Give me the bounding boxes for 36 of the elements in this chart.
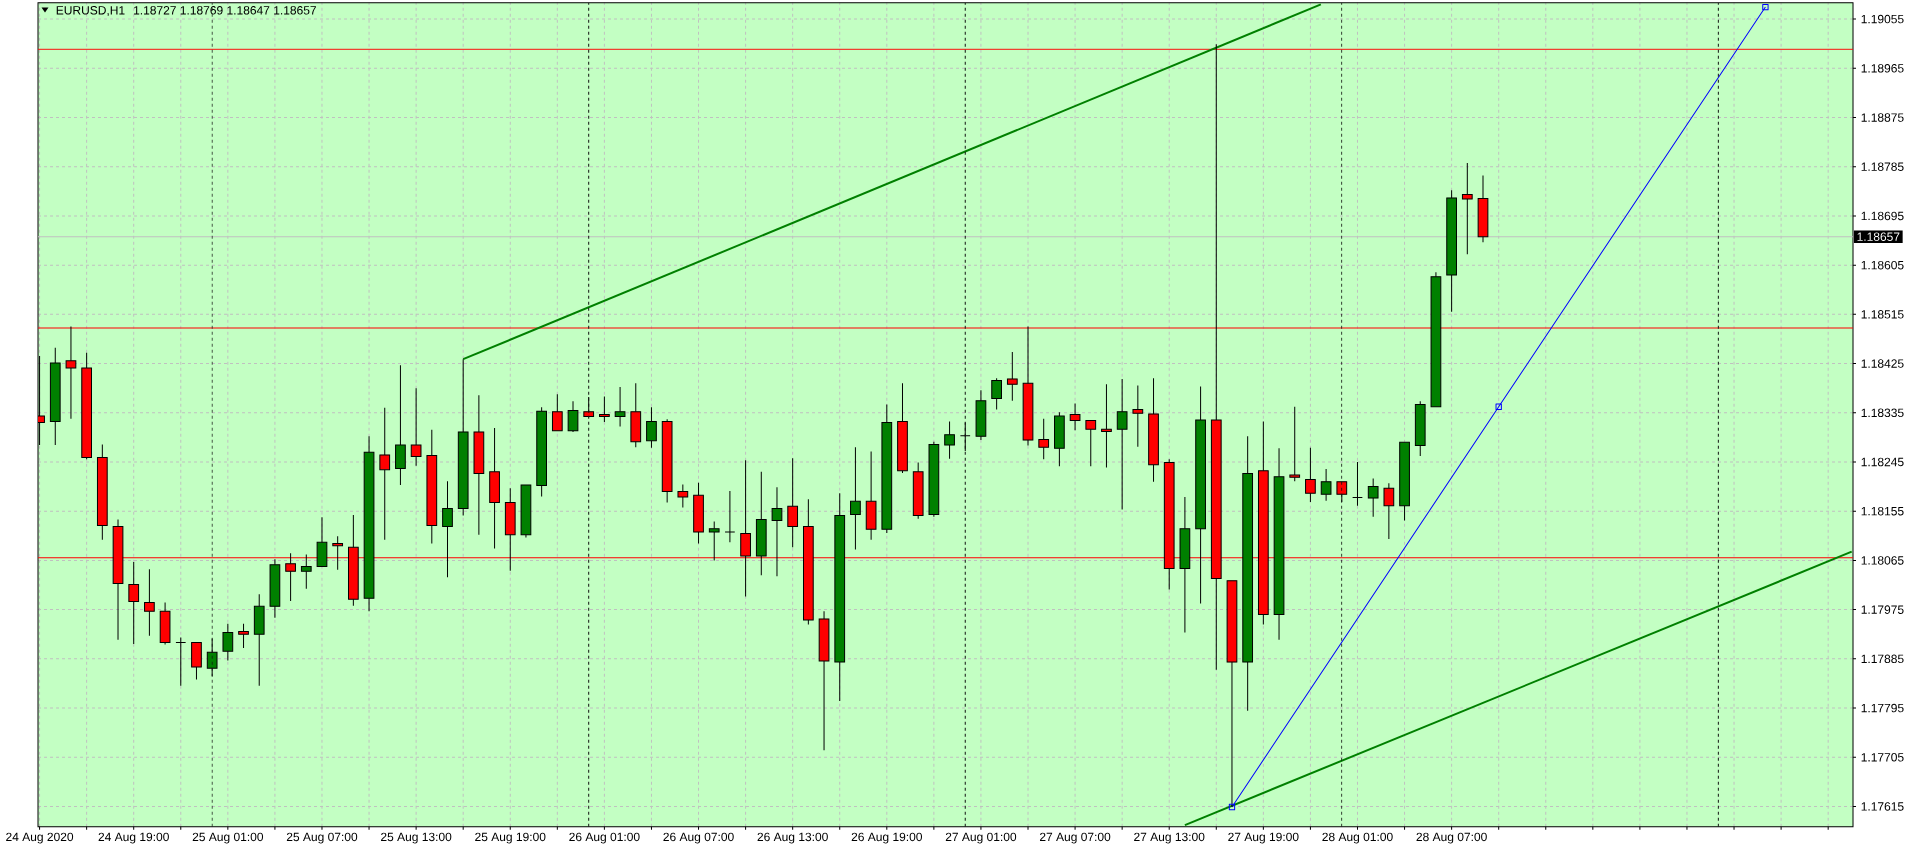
x-tick-label: 27 Aug 19:00 (1228, 832, 1299, 844)
y-tick-label: 1.17615 (1861, 802, 1904, 811)
y-tick-label: 1.18065 (1861, 556, 1904, 565)
x-tick-label: 26 Aug 01:00 (569, 832, 640, 844)
x-tick-label: 25 Aug 07:00 (286, 832, 358, 844)
y-tick-label: 1.18425 (1861, 359, 1904, 368)
x-tick-label: 24 Aug 2020 (6, 832, 74, 844)
y-tick-label: 1.18155 (1861, 506, 1904, 516)
y-tick-label: 1.18515 (1861, 310, 1904, 319)
ref-line-label: 1.18657 (1857, 232, 1900, 241)
y-tick-label: 1.17795 (1861, 703, 1904, 713)
y-tick-label: 1.18335 (1861, 408, 1904, 418)
x-tick-label: 25 Aug 13:00 (381, 832, 452, 844)
y-tick-label: 1.18605 (1861, 260, 1904, 270)
x-tick-label: 26 Aug 19:00 (851, 832, 923, 844)
x-tick-label: 25 Aug 01:00 (192, 832, 264, 844)
y-tick-label: 1.17975 (1861, 605, 1904, 614)
y-tick-label: 1.18875 (1861, 113, 1904, 122)
x-tick-label: 27 Aug 13:00 (1134, 832, 1205, 844)
y-tick-label: 1.18695 (1861, 211, 1904, 221)
x-tick-label: 26 Aug 13:00 (757, 832, 828, 844)
x-tick-label: 24 Aug 19:00 (98, 832, 169, 844)
y-tick-label: 1.17705 (1861, 753, 1904, 762)
x-tick-label: 25 Aug 19:00 (475, 832, 546, 844)
y-tick-label: 1.18245 (1861, 457, 1904, 467)
y-tick-label: 1.18785 (1861, 162, 1904, 171)
chart-subtitle: 1.18727 1.18769 1.18647 1.18657 (134, 6, 316, 15)
x-tick-label: 26 Aug 07:00 (663, 832, 734, 844)
x-tick-label: 28 Aug 07:00 (1416, 832, 1487, 844)
x-tick-label: 28 Aug 01:00 (1322, 832, 1393, 844)
x-tick-label: 27 Aug 01:00 (945, 832, 1017, 844)
x-tick-label: 27 Aug 07:00 (1039, 832, 1111, 844)
chart-title: EURUSD,H1 (56, 6, 125, 16)
y-tick-label: 1.17885 (1861, 654, 1904, 664)
y-tick-label: 1.19055 (1861, 14, 1904, 24)
y-tick-label: 1.18965 (1861, 64, 1904, 73)
